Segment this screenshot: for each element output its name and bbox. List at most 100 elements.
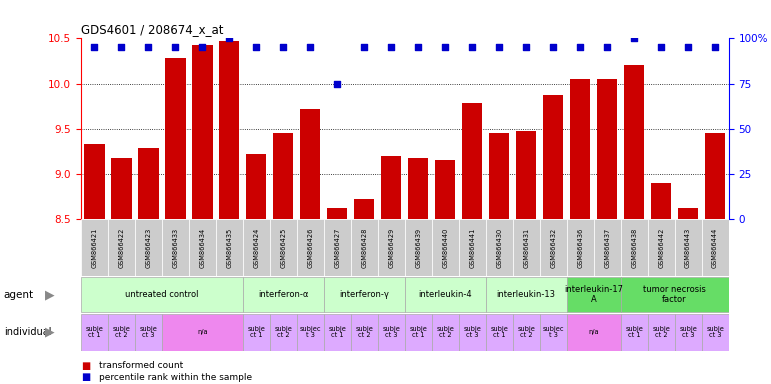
- Bar: [297, 219, 324, 276]
- Text: subje
ct 1: subje ct 1: [490, 326, 508, 338]
- Text: interleukin-4: interleukin-4: [419, 290, 472, 299]
- Bar: [354, 199, 375, 219]
- Bar: [408, 157, 429, 219]
- Bar: [594, 219, 621, 276]
- Bar: [81, 314, 108, 351]
- Point: [169, 44, 181, 50]
- Bar: [108, 314, 135, 351]
- Text: GSM866443: GSM866443: [685, 228, 691, 268]
- Text: GSM866431: GSM866431: [524, 228, 529, 268]
- Text: subje
ct 2: subje ct 2: [355, 326, 373, 338]
- Text: ■: ■: [81, 372, 90, 382]
- Bar: [705, 133, 726, 219]
- Bar: [405, 277, 486, 312]
- Point: [439, 44, 451, 50]
- Point: [412, 44, 424, 50]
- Bar: [405, 219, 432, 276]
- Text: n/a: n/a: [197, 329, 207, 335]
- Bar: [513, 314, 540, 351]
- Bar: [621, 314, 648, 351]
- Bar: [324, 277, 405, 312]
- Bar: [270, 314, 297, 351]
- Bar: [462, 103, 483, 219]
- Text: subje
ct 1: subje ct 1: [86, 326, 103, 338]
- Bar: [327, 208, 348, 219]
- Bar: [351, 219, 378, 276]
- Bar: [567, 219, 594, 276]
- Text: GSM866439: GSM866439: [416, 228, 421, 268]
- Point: [142, 44, 154, 50]
- Point: [115, 44, 127, 50]
- Bar: [216, 219, 243, 276]
- Text: subje
ct 1: subje ct 1: [409, 326, 427, 338]
- Bar: [543, 95, 564, 219]
- Bar: [162, 314, 243, 351]
- Bar: [192, 45, 213, 219]
- Bar: [648, 314, 675, 351]
- Bar: [486, 314, 513, 351]
- Text: subje
ct 2: subje ct 2: [436, 326, 454, 338]
- Text: subje
ct 2: subje ct 2: [274, 326, 292, 338]
- Bar: [81, 277, 243, 312]
- Point: [196, 44, 208, 50]
- Bar: [138, 147, 159, 219]
- Bar: [324, 219, 351, 276]
- Point: [682, 44, 694, 50]
- Bar: [678, 208, 699, 219]
- Text: GSM866433: GSM866433: [173, 228, 178, 268]
- Bar: [432, 219, 459, 276]
- Bar: [378, 314, 405, 351]
- Point: [520, 44, 532, 50]
- Point: [655, 44, 667, 50]
- Point: [277, 44, 289, 50]
- Bar: [111, 157, 132, 219]
- Bar: [540, 314, 567, 351]
- Bar: [486, 219, 513, 276]
- Bar: [189, 219, 216, 276]
- Text: subje
ct 3: subje ct 3: [382, 326, 400, 338]
- Text: GSM866421: GSM866421: [92, 228, 97, 268]
- Point: [223, 35, 235, 41]
- Bar: [297, 314, 324, 351]
- Text: untreated control: untreated control: [125, 290, 199, 299]
- Point: [385, 44, 397, 50]
- Text: subjec
t 3: subjec t 3: [543, 326, 564, 338]
- Point: [709, 44, 721, 50]
- Bar: [108, 219, 135, 276]
- Bar: [351, 314, 378, 351]
- Bar: [405, 314, 432, 351]
- Text: subje
ct 2: subje ct 2: [517, 326, 535, 338]
- Bar: [702, 219, 729, 276]
- Bar: [135, 314, 162, 351]
- Text: subje
ct 1: subje ct 1: [247, 326, 265, 338]
- Bar: [489, 133, 510, 219]
- Bar: [516, 131, 537, 219]
- Bar: [624, 66, 645, 219]
- Point: [304, 44, 316, 50]
- Bar: [243, 277, 324, 312]
- Text: ▶: ▶: [45, 326, 54, 339]
- Text: interferon-γ: interferon-γ: [339, 290, 389, 299]
- Point: [628, 35, 640, 41]
- Bar: [486, 277, 567, 312]
- Text: subje
ct 2: subje ct 2: [113, 326, 130, 338]
- Text: subje
ct 3: subje ct 3: [706, 326, 724, 338]
- Text: interleukin-17
A: interleukin-17 A: [564, 285, 623, 304]
- Bar: [324, 314, 351, 351]
- Bar: [219, 41, 240, 219]
- Bar: [162, 219, 189, 276]
- Text: GSM866426: GSM866426: [308, 227, 313, 268]
- Text: subje
ct 3: subje ct 3: [679, 326, 697, 338]
- Text: GSM866435: GSM866435: [227, 228, 232, 268]
- Text: GSM866440: GSM866440: [443, 227, 448, 268]
- Bar: [648, 219, 675, 276]
- Bar: [435, 160, 456, 219]
- Text: subje
ct 3: subje ct 3: [463, 326, 481, 338]
- Bar: [621, 219, 648, 276]
- Point: [574, 44, 586, 50]
- Text: GSM866432: GSM866432: [550, 228, 556, 268]
- Point: [88, 44, 100, 50]
- Text: subje
ct 1: subje ct 1: [328, 326, 346, 338]
- Text: GDS4601 / 208674_x_at: GDS4601 / 208674_x_at: [81, 23, 224, 36]
- Bar: [675, 219, 702, 276]
